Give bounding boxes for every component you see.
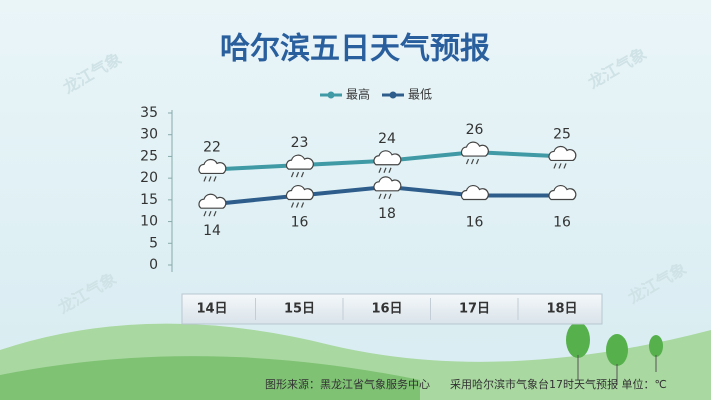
rain: [383, 167, 387, 173]
rain: [558, 163, 562, 169]
rain: [203, 210, 207, 217]
y-tick-label: 15: [140, 192, 158, 208]
x-tick-label: 15日: [284, 302, 315, 317]
rain: [388, 167, 392, 173]
data-label: 16: [291, 215, 309, 231]
weather-icon: [198, 158, 227, 182]
chart-title: 哈尔滨五日天气预报: [220, 32, 490, 67]
rain: [208, 210, 212, 217]
cloud: [548, 145, 577, 162]
rain: [465, 158, 470, 165]
y-tick-label: 10: [140, 214, 158, 230]
rain: [470, 158, 475, 165]
tree: [566, 322, 663, 385]
rain: [208, 176, 212, 182]
rain: [378, 193, 382, 200]
y-tick-label: 35: [140, 105, 158, 121]
legend-marker: [389, 91, 397, 99]
y-tick-label: 25: [140, 148, 158, 164]
cloud: [285, 154, 314, 170]
cloud: [373, 176, 402, 192]
rain: [290, 202, 295, 208]
legend-marker: [327, 91, 335, 99]
source: 图形来源：黑龙江省气象服务中心: [265, 377, 430, 391]
data-label: 23: [291, 135, 309, 151]
weather-icon: [460, 184, 489, 201]
data-label: 25: [553, 126, 571, 142]
weather-icon: [460, 141, 489, 165]
rain: [388, 193, 392, 200]
rain: [378, 167, 382, 173]
rain: [203, 176, 207, 182]
cloud: [548, 184, 577, 201]
rain: [213, 210, 217, 217]
data-label: 14: [203, 223, 221, 239]
rain: [295, 171, 300, 178]
cloud: [460, 184, 489, 201]
rain: [475, 158, 480, 165]
data-label: 18: [378, 206, 396, 222]
x-tick-label: 16日: [371, 302, 402, 317]
category-bar: [181, 293, 603, 325]
cloud: [460, 141, 489, 157]
x-tick-label: 14日: [196, 302, 227, 317]
weather-icon: [198, 193, 227, 217]
legend-label: 最高: [346, 87, 370, 102]
data-label: 24: [378, 131, 396, 147]
cloud: [198, 158, 227, 175]
legend-label: 最低: [408, 88, 432, 102]
rain: [553, 163, 557, 169]
cloud: [373, 150, 402, 166]
x-tick-label: 18日: [546, 302, 577, 317]
rain: [383, 193, 387, 200]
weather-icon: [285, 154, 314, 178]
rain: [300, 171, 305, 178]
rain: [563, 163, 567, 169]
weather-icon: [373, 176, 402, 200]
weather-icon: [285, 184, 314, 208]
y-tick-label: 30: [140, 127, 158, 143]
hill: [0, 356, 420, 400]
rain: [295, 202, 300, 208]
y-tick-label: 0: [149, 257, 158, 273]
note: 采用哈尔滨市气象台17时天气预报 单位：℃: [450, 377, 667, 391]
rain: [290, 171, 295, 178]
data-label: 26: [466, 122, 484, 138]
data-label: 16: [553, 215, 571, 231]
weather-icon: [548, 184, 577, 201]
cloud: [198, 193, 227, 209]
rain: [213, 176, 217, 182]
weather-icon: [548, 145, 577, 169]
y-tick-label: 5: [149, 235, 158, 251]
rain: [300, 202, 305, 208]
data-label: 22: [203, 139, 221, 155]
cloud: [285, 184, 314, 201]
y-tick-label: 20: [140, 170, 158, 186]
x-tick-label: 17日: [459, 302, 490, 317]
data-label: 16: [466, 215, 484, 231]
weather-icon: [373, 150, 402, 173]
